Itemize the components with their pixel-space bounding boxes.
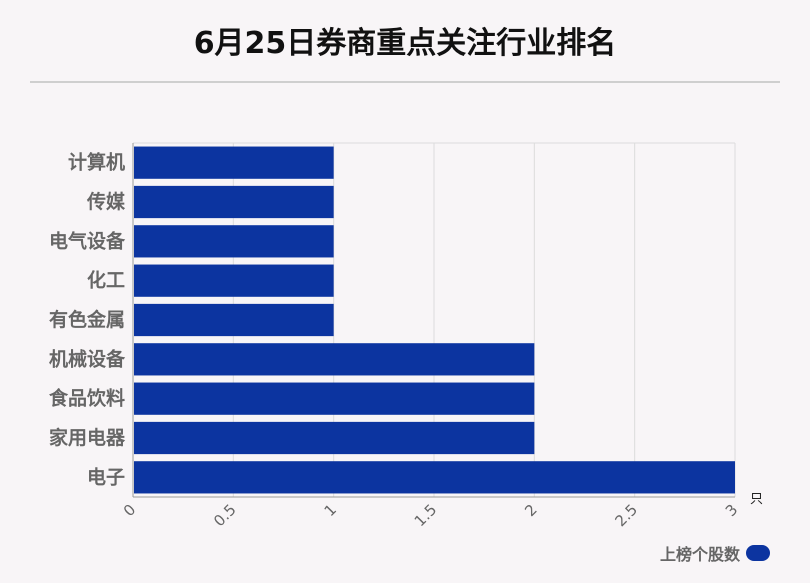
value-axis: 0 0.5 1 1.5 2 2.5 3	[120, 501, 741, 531]
category-label: 化工	[87, 269, 125, 292]
chart-title: 6月25日券商重点关注行业排名	[193, 26, 617, 61]
category-label: 机械设备	[49, 347, 126, 370]
x-tick-label: 2	[521, 501, 540, 520]
category-label: 计算机	[68, 151, 125, 174]
bar[interactable]	[134, 225, 334, 258]
x-tick-label: 3	[722, 501, 741, 520]
category-label: 有色金属	[49, 308, 125, 331]
category-label: 传媒	[86, 190, 126, 213]
bar[interactable]	[134, 185, 334, 219]
category-label: 电气设备	[49, 229, 126, 252]
category-label: 电子	[87, 465, 125, 488]
category-label: 家用电器	[49, 426, 126, 449]
x-tick-label: 1	[321, 501, 340, 520]
bar[interactable]	[134, 343, 535, 376]
bar[interactable]	[134, 461, 735, 494]
x-tick-label: 2.5	[611, 501, 641, 531]
x-unit-label: 只	[750, 492, 763, 507]
bar[interactable]	[134, 146, 334, 179]
bar[interactable]	[134, 303, 334, 337]
bar[interactable]	[134, 382, 535, 415]
bar[interactable]	[134, 421, 535, 455]
bar[interactable]	[134, 264, 334, 297]
legend: 上榜个股数	[660, 541, 770, 565]
x-tick-label: 0	[120, 501, 139, 520]
x-tick-label: 1.5	[411, 501, 441, 531]
x-tick-label: 0.5	[210, 501, 240, 531]
bar-series	[134, 146, 735, 494]
category-label: 食品饮料	[49, 387, 125, 410]
legend-swatch[interactable]	[746, 545, 770, 561]
legend-label: 上榜个股数	[659, 545, 740, 564]
title-divider	[30, 81, 780, 83]
